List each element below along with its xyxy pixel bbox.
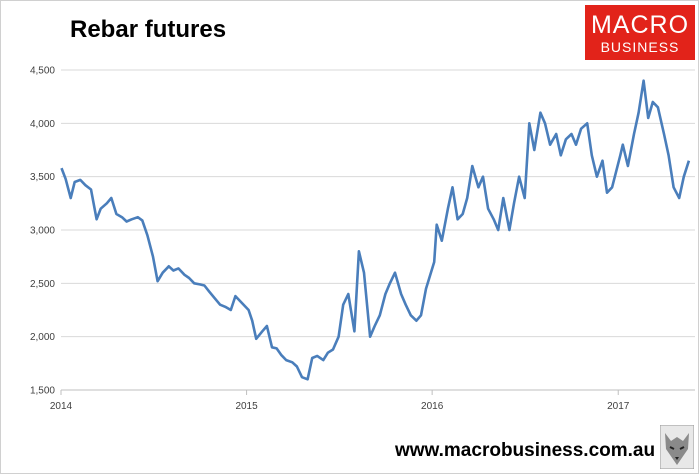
gridlines: [61, 69, 695, 391]
y-tick-label: 2,000: [30, 332, 55, 343]
y-tick-label: 3,000: [30, 226, 55, 237]
x-axis: 2014 2015 2016 2017: [50, 390, 630, 412]
y-axis: 1,500 2,000 2,500 3,000 3,500 4,000 4,500: [30, 66, 55, 397]
x-tick-label: 2016: [421, 401, 444, 412]
x-tick-label: 2017: [607, 401, 630, 412]
y-tick-label: 4,500: [30, 66, 55, 77]
x-tick-label: 2015: [235, 401, 258, 412]
logo-line1: MACRO: [590, 11, 690, 39]
chart-title: Rebar futures: [70, 16, 227, 43]
y-tick-label: 2,500: [30, 279, 55, 290]
logo-line2: BUSINESS: [600, 39, 680, 55]
y-tick-label: 3,500: [30, 172, 55, 183]
y-tick-label: 1,500: [30, 386, 55, 397]
y-tick-label: 4,000: [30, 119, 55, 130]
wolf-logo-icon: [660, 425, 694, 469]
x-tick-label: 2014: [50, 401, 73, 412]
rebar-series-line: [60, 79, 691, 381]
macrobusiness-logo[interactable]: MACRO BUSINESS: [585, 5, 695, 60]
site-url[interactable]: www.macrobusiness.com.au: [395, 440, 656, 461]
